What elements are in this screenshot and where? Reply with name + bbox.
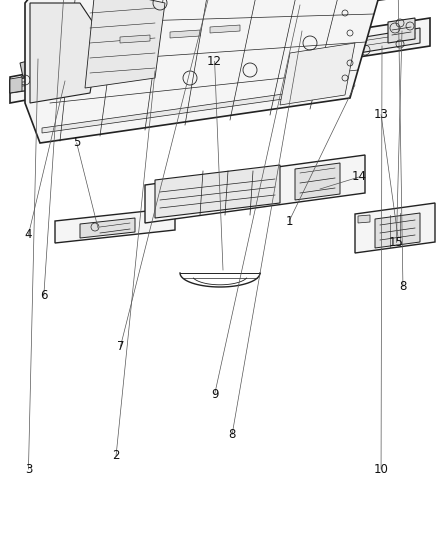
Polygon shape [80, 218, 135, 238]
Text: 6: 6 [40, 289, 48, 302]
Polygon shape [388, 18, 415, 43]
Polygon shape [25, 0, 390, 143]
Polygon shape [155, 165, 280, 218]
Polygon shape [200, 9, 215, 20]
Polygon shape [30, 77, 55, 89]
Polygon shape [10, 65, 115, 93]
Text: 3: 3 [25, 463, 32, 475]
Text: 8: 8 [399, 280, 406, 293]
Text: 8: 8 [229, 428, 236, 441]
Polygon shape [310, 28, 420, 61]
Polygon shape [20, 59, 38, 77]
Text: 2: 2 [112, 449, 120, 462]
Polygon shape [210, 25, 240, 33]
Polygon shape [145, 155, 365, 223]
Polygon shape [355, 203, 435, 253]
Text: 10: 10 [374, 463, 389, 475]
Text: 14: 14 [352, 171, 367, 183]
Polygon shape [280, 43, 355, 105]
Text: 15: 15 [389, 236, 404, 249]
Text: 4: 4 [25, 228, 32, 241]
Polygon shape [375, 213, 420, 248]
Polygon shape [255, 0, 360, 13]
Polygon shape [10, 31, 255, 103]
Polygon shape [55, 61, 235, 96]
Polygon shape [120, 35, 150, 43]
Polygon shape [170, 30, 200, 38]
Polygon shape [28, 53, 52, 73]
Text: 13: 13 [374, 108, 389, 121]
Text: 5: 5 [73, 136, 80, 149]
Polygon shape [85, 0, 165, 88]
Polygon shape [358, 215, 370, 223]
Text: 7: 7 [117, 340, 124, 353]
Polygon shape [266, 50, 278, 61]
Text: 1: 1 [285, 215, 293, 228]
Polygon shape [245, 0, 395, 18]
Polygon shape [200, 53, 235, 68]
Polygon shape [30, 3, 100, 103]
Polygon shape [42, 86, 340, 133]
Polygon shape [180, 0, 430, 28]
Polygon shape [55, 208, 175, 243]
Text: 9: 9 [211, 388, 219, 401]
Polygon shape [70, 66, 220, 99]
Polygon shape [10, 77, 22, 93]
Text: 12: 12 [207, 55, 222, 68]
Polygon shape [255, 18, 430, 73]
Polygon shape [295, 163, 340, 200]
Polygon shape [55, 78, 75, 96]
Polygon shape [215, 15, 355, 43]
